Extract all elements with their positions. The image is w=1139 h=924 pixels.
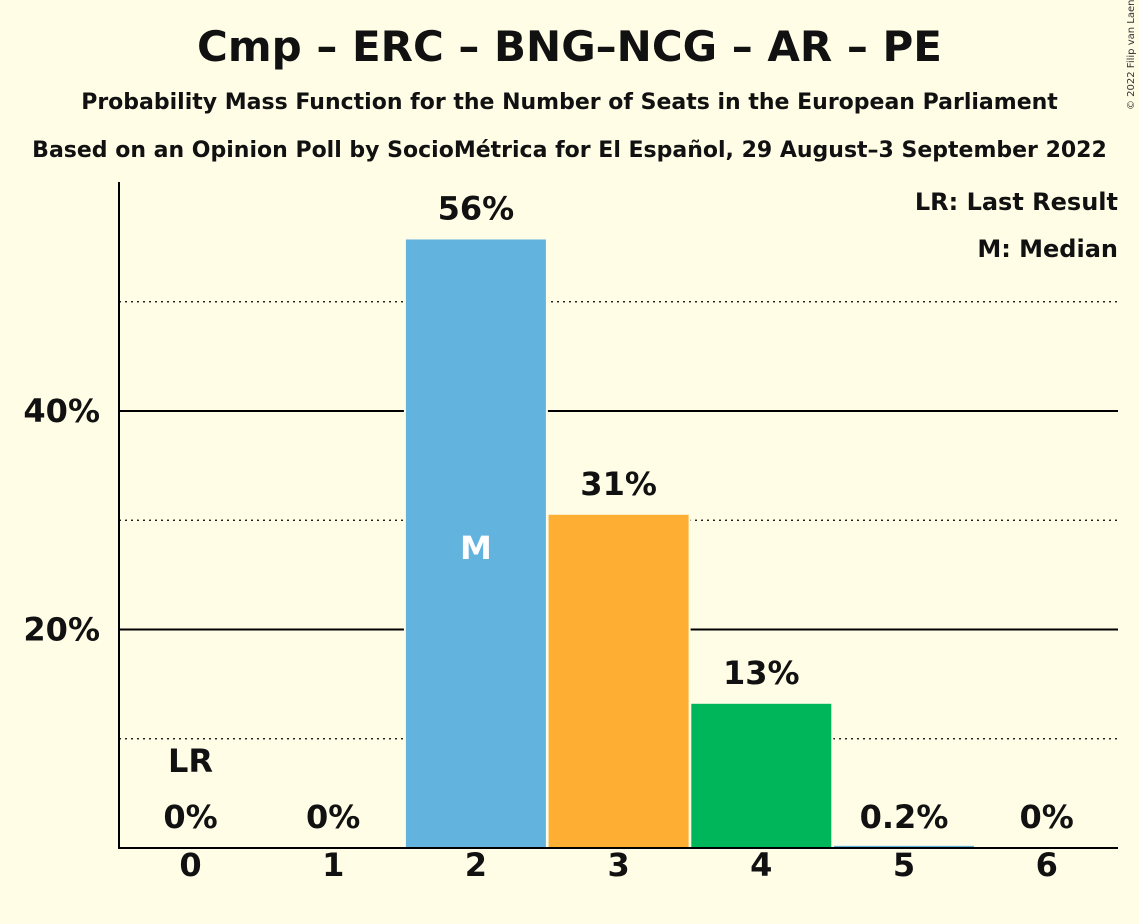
data-labels: 0% 0 0% 1 56% 2 31% 3 13% 4 0.2% 5 0% 6 M LR	[163, 189, 1074, 884]
data-label: 0%	[163, 798, 217, 836]
data-label: 13%	[723, 654, 800, 692]
data-label: 56%	[438, 189, 515, 227]
data-label: 0.2%	[860, 798, 949, 836]
bar	[691, 703, 832, 848]
y-tick-label: 20%	[23, 611, 100, 649]
last-result-marker: LR	[168, 742, 213, 780]
chart-source: Based on an Opinion Poll by SocioMétrica…	[32, 138, 1107, 163]
data-label: 31%	[580, 465, 657, 503]
legend-last-result: LR: Last Result	[915, 188, 1118, 216]
chart-title: Cmp – ERC – BNG–NCG – AR – PE	[197, 22, 942, 71]
x-tick-label: 4	[750, 846, 772, 884]
gridlines: 20% 40%	[23, 301, 1118, 740]
legend-median: M: Median	[977, 235, 1118, 263]
x-tick-label: 2	[465, 846, 487, 884]
median-marker: M	[460, 529, 492, 567]
data-label: 0%	[1020, 798, 1074, 836]
bar	[548, 514, 689, 848]
x-tick-label: 6	[1036, 846, 1058, 884]
y-tick-label: 40%	[23, 392, 100, 430]
bar	[405, 239, 546, 849]
chart-subtitle: Probability Mass Function for the Number…	[81, 90, 1058, 115]
bar	[834, 845, 974, 848]
x-tick-label: 5	[893, 846, 915, 884]
data-label: 0%	[306, 798, 360, 836]
bars	[403, 237, 976, 849]
x-tick-label: 1	[322, 846, 344, 884]
x-tick-label: 3	[607, 846, 629, 884]
x-tick-label: 0	[179, 846, 201, 884]
